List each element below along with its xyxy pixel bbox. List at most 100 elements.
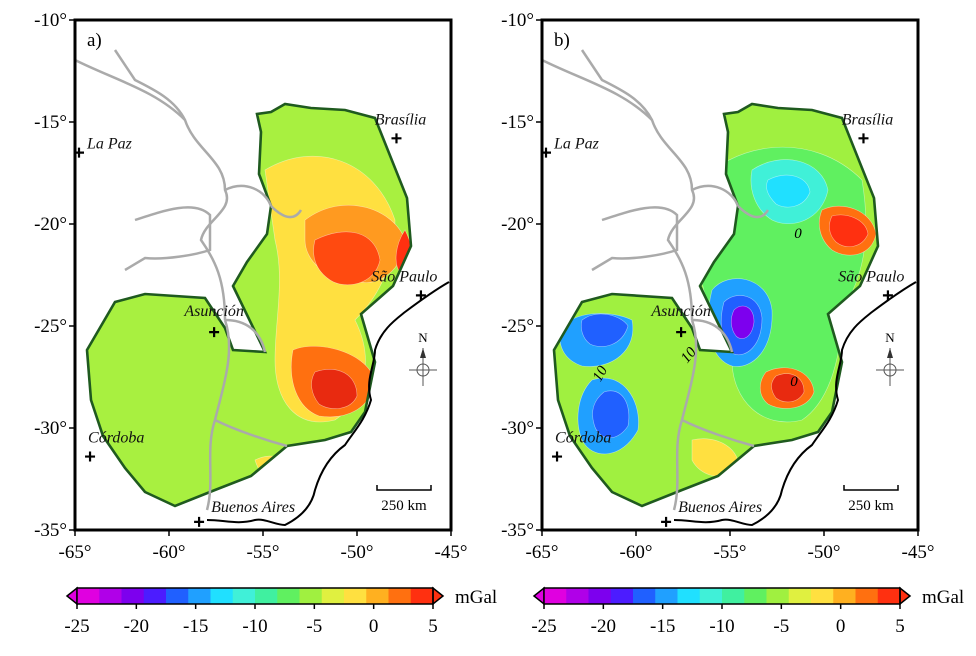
lon-tick-label: -65°	[59, 542, 92, 563]
colorbar: -25 -20 -15 -10 -5 0 5 mGal	[531, 586, 964, 637]
lon-tick-label: -45°	[435, 542, 468, 563]
colorbar-swatch	[410, 588, 434, 604]
scale-bar-label: 250 km	[381, 498, 427, 514]
country-border	[113, 49, 187, 121]
map-panel-b: b) -65° -60° -55° -50° -45° -10° -15° -20° -25° -3…	[501, 10, 934, 563]
svg-text:N: N	[418, 330, 428, 345]
city-marker	[882, 290, 893, 301]
country-border	[691, 318, 734, 353]
lon-tick-label: -50°	[808, 542, 841, 563]
city-marker	[85, 451, 96, 462]
panel-label: b)	[554, 30, 570, 51]
colorbar-swatch	[633, 588, 656, 604]
coastline	[206, 281, 450, 527]
north-arrow-icon: N	[876, 330, 904, 386]
map-panel-a: a) -65° -60° -55° -50° -45° -10° -15° -20° -25° -3…	[34, 10, 467, 563]
city-marker	[194, 516, 205, 527]
colorbar-swatch	[321, 588, 345, 604]
colorbar-swatch	[677, 588, 701, 604]
lon-tick-label: -60°	[153, 542, 186, 563]
lon-tick-label: -60°	[620, 542, 653, 563]
lat-tick-label: -25°	[34, 316, 67, 337]
lat-tick-label: -15°	[34, 112, 67, 133]
colorbar-swatch	[855, 588, 879, 604]
colorbar-swatch	[388, 588, 412, 604]
city-label: Córdoba	[88, 430, 144, 447]
colorbar-tick-label: -25	[531, 616, 556, 637]
lon-tick-label: -50°	[341, 542, 374, 563]
lat-tick-label: -30°	[501, 418, 534, 439]
country-border	[74, 58, 229, 321]
colorbar-tick-label: -10	[709, 616, 734, 637]
country-border	[205, 319, 231, 511]
city-label: La Paz	[553, 136, 600, 153]
lon-tick-label: -55°	[714, 542, 747, 563]
colorbar-swatch	[588, 588, 612, 604]
country-border	[591, 206, 679, 272]
lon-tick-label: -65°	[526, 542, 559, 563]
city-label: Asunción	[650, 303, 711, 320]
lon-tick-label: -55°	[247, 542, 280, 563]
colorbar-swatch	[188, 588, 211, 604]
colorbar-swatch	[877, 588, 901, 604]
colorbar-swatch	[299, 588, 323, 604]
colorbar-tick-label: -5	[773, 616, 789, 637]
city-marker	[661, 516, 672, 527]
scale-bar	[376, 485, 432, 491]
contour-label: 0	[794, 226, 802, 242]
basin-outline	[85, 102, 413, 508]
colorbar-tick-label: -15	[183, 616, 208, 637]
svg-text:N: N	[885, 330, 895, 345]
city-marker	[552, 451, 563, 462]
colorbar-swatch	[166, 588, 189, 604]
country-border	[541, 58, 696, 321]
city-label: São Paulo	[371, 268, 437, 285]
colorbar-swatch	[255, 588, 278, 604]
colorbar-swatch	[722, 588, 745, 604]
gravity-anomaly-field	[554, 104, 878, 506]
colorbar-tick-label: 5	[428, 616, 438, 637]
colorbar-swatch	[655, 588, 678, 604]
city-marker	[391, 133, 402, 144]
lat-tick-label: -35°	[501, 520, 534, 541]
country-border	[691, 184, 740, 207]
colorbar-swatch	[232, 588, 256, 604]
colorbar-tick-label: 5	[895, 616, 905, 637]
contour-label: 0	[790, 374, 798, 390]
country-border	[580, 49, 654, 121]
lat-tick-label: -35°	[34, 520, 67, 541]
colorbar-unit: mGal	[455, 587, 497, 608]
country-border	[737, 205, 770, 219]
city-label: São Paulo	[838, 268, 904, 285]
colorbar-swatch	[143, 588, 167, 604]
scale-bar	[843, 485, 899, 491]
city-marker	[415, 290, 426, 301]
colorbar-swatch	[210, 588, 234, 604]
city-label: Brasília	[842, 111, 894, 128]
colorbar-swatch	[788, 588, 812, 604]
colorbar-tick-label: -25	[64, 616, 89, 637]
colorbar-swatch	[566, 588, 589, 604]
gravity-anomaly-field	[87, 104, 411, 506]
city-label: La Paz	[86, 136, 133, 153]
colorbar-swatch	[699, 588, 723, 604]
country-border	[224, 318, 267, 353]
colorbar-swatch	[744, 588, 767, 604]
city-marker	[858, 133, 869, 144]
colorbar-tick-label: 0	[836, 616, 846, 637]
country-border	[224, 184, 273, 207]
colorbar-swatch	[366, 588, 389, 604]
colorbar-swatch	[99, 588, 122, 604]
city-label: Brasília	[375, 111, 427, 128]
colorbar-tick-label: -20	[124, 616, 149, 637]
panel-label: a)	[87, 30, 102, 51]
city-label: Córdoba	[555, 430, 611, 447]
lat-tick-label: -10°	[34, 10, 67, 31]
colorbar-swatch	[811, 588, 834, 604]
city-marker	[209, 327, 220, 338]
city-marker	[676, 327, 687, 338]
lat-tick-label: -20°	[501, 214, 534, 235]
colorbar-unit: mGal	[922, 587, 964, 608]
colorbar-swatch	[77, 588, 100, 604]
